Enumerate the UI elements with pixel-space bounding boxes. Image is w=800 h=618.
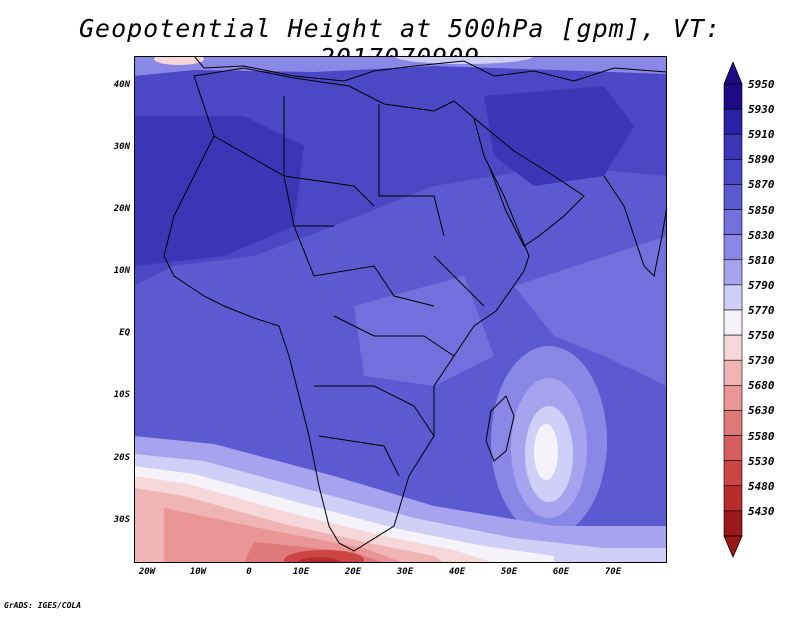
colorbar-label: 5530 <box>748 454 775 468</box>
colorbar-label: 5430 <box>748 504 775 518</box>
colorbar-swatch <box>723 485 743 512</box>
colorbar-label: 5850 <box>748 203 775 217</box>
colorbar-label: 5910 <box>748 128 775 142</box>
colorbar-label: 5770 <box>748 304 775 317</box>
lon-label-60e: 60E <box>552 567 570 577</box>
colorbar-swatch <box>723 359 743 386</box>
colorbar-swatch <box>723 234 743 261</box>
coastlines <box>163 56 667 552</box>
colorbar-swatch <box>723 309 743 336</box>
lat-label-20n: 20N <box>113 204 130 214</box>
colorbar-swatch <box>723 460 743 487</box>
border-east <box>433 255 485 307</box>
lon-label-50e: 50E <box>500 567 518 577</box>
colorbar-swatch <box>723 435 743 461</box>
africa-coast <box>163 67 530 552</box>
lat-label-30n: 30N <box>113 142 130 152</box>
lat-label-eq: EQ <box>119 328 130 338</box>
field-north-pink-east <box>394 56 534 64</box>
map-frame <box>134 56 667 563</box>
lon-label-30e: 30E <box>396 567 414 577</box>
colorbar-swatch <box>723 510 743 537</box>
lat-label-20s: 20S <box>113 453 130 463</box>
lat-label-10n: 10N <box>113 266 130 276</box>
colorbar-bottom-arrow <box>723 535 743 558</box>
arabia-coast <box>473 117 585 247</box>
colorbar-swatch <box>723 209 743 235</box>
border-sahara-1 <box>213 135 334 227</box>
lon-label-10w: 10W <box>189 567 207 577</box>
field-central-light <box>354 276 494 386</box>
colorbar-swatch <box>723 133 743 160</box>
border-sahara-3 <box>378 104 445 237</box>
field-io-high-4 <box>534 424 558 480</box>
border-south-1 <box>314 385 435 437</box>
colorbar-label: 5750 <box>748 329 775 343</box>
colorbar-swatch <box>723 184 743 210</box>
colorbar-swatch <box>723 83 743 110</box>
lon-label-10e: 10E <box>292 567 310 577</box>
map-panel <box>134 56 667 563</box>
colorbar-label: 5950 <box>748 78 775 91</box>
border-central-2 <box>333 315 455 357</box>
colorbar-swatch <box>723 108 743 135</box>
field-east-light <box>514 236 667 386</box>
colorbar-swatch <box>723 334 743 361</box>
colorbar-label: 5480 <box>748 479 775 493</box>
border-central-1 <box>293 225 435 307</box>
border-sahara-2 <box>283 96 375 207</box>
colorbar-label: 5810 <box>748 253 775 267</box>
colorbar-label: 5930 <box>748 103 775 117</box>
colorbar-label: 5790 <box>748 278 775 292</box>
credit-text: GrADS: IGES/COLA <box>4 601 82 610</box>
field-mideast-dark <box>484 86 634 186</box>
europe-coast <box>193 56 667 82</box>
lon-label-20w: 20W <box>138 567 156 577</box>
colorbar-swatch <box>723 410 743 436</box>
colorbar-swatch <box>723 159 743 185</box>
colorbar <box>723 62 743 558</box>
lat-label-10s: 10S <box>113 390 130 400</box>
colorbar-swatch <box>723 284 743 311</box>
colorbar-label: 5830 <box>748 228 775 242</box>
colorbar-label: 5580 <box>748 429 775 443</box>
field-west-dark <box>134 116 304 266</box>
colorbar-swatch <box>723 259 743 286</box>
colorbar-label: 5890 <box>748 153 775 167</box>
india-coast <box>603 175 667 278</box>
field-south-min-core <box>297 557 341 563</box>
colorbar-label: 5870 <box>748 178 775 192</box>
field-south-6 <box>164 508 404 563</box>
lon-label-40e: 40E <box>448 567 466 577</box>
madagascar <box>485 395 515 462</box>
colorbar-top-arrow <box>723 62 743 85</box>
lon-label-70e: 70E <box>604 567 622 577</box>
colorbar-label: 5680 <box>748 379 775 393</box>
field-north-pink <box>154 56 204 65</box>
colorbar-swatch <box>723 385 743 411</box>
lon-label-0: 0 <box>246 567 252 577</box>
border-south-2 <box>318 435 400 477</box>
lon-label-20e: 20E <box>344 567 362 577</box>
colorbar-label: 5730 <box>748 354 775 368</box>
lat-label-30s: 30S <box>113 515 130 525</box>
colorbar-label: 5630 <box>748 404 775 418</box>
lat-label-40n: 40N <box>113 80 130 90</box>
